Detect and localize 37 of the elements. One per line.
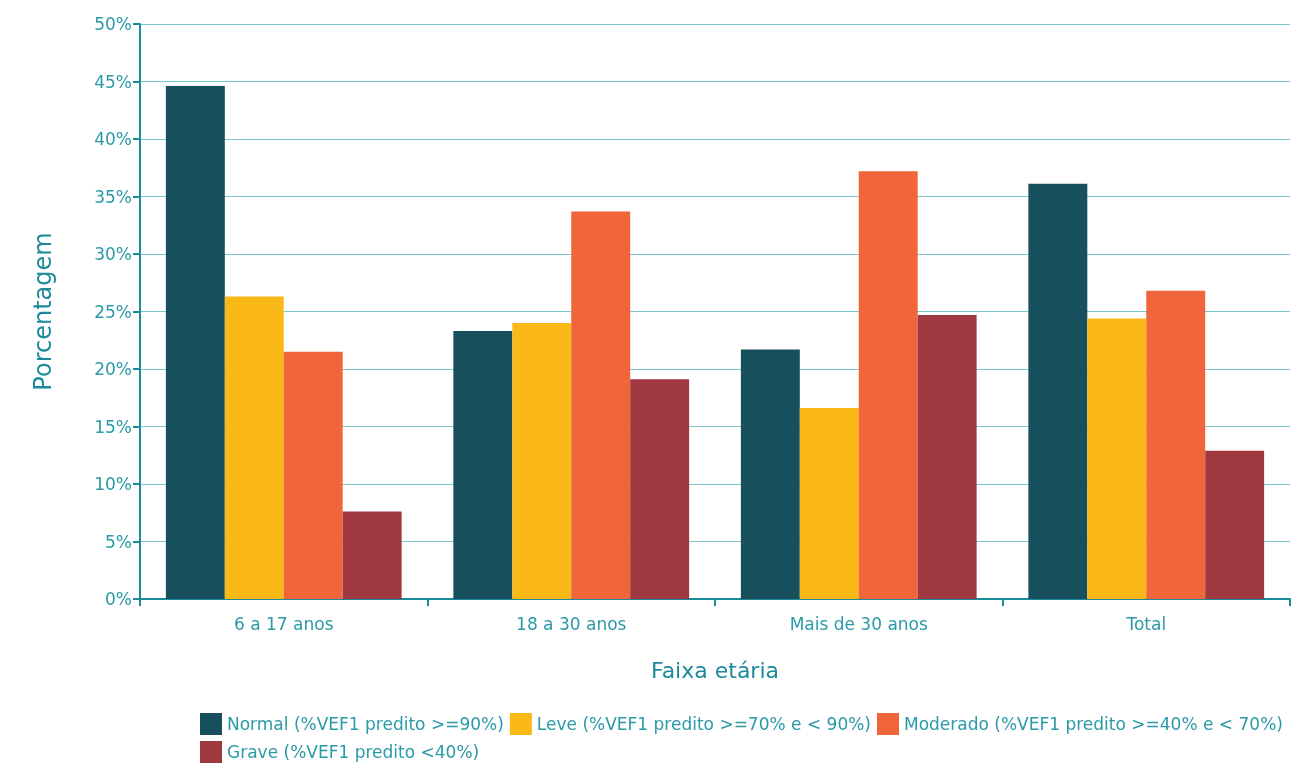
bar [512,323,572,599]
x-tick-label: Mais de 30 anos [789,613,928,634]
x-tick-label: 18 a 30 anos [516,613,627,634]
bar [1205,450,1265,599]
legend-label: Grave (%VEF1 predito <40%) [227,742,480,762]
bar [1146,290,1206,599]
bar [740,349,800,599]
y-tick-label: 20% [94,359,132,379]
bar [630,379,690,599]
x-tick-label: Total [1125,613,1167,634]
bar [1087,318,1147,599]
x-axis-title: Faixa etária [650,657,780,683]
y-tick-label: 5% [105,531,132,552]
y-tick-label: 10% [94,474,132,494]
bar [917,314,977,599]
bar [1028,183,1088,599]
y-tick-label: 45% [94,71,132,92]
legend-label: Normal (%VEF1 predito >=90%) [227,714,504,734]
y-tick-label: 25% [94,301,132,322]
y-axis-title: Porcentagem [29,232,57,391]
y-tick-label: 0% [105,589,132,609]
bar [453,331,513,599]
legend-label: Moderado (%VEF1 predito >=40% e < 70%) [903,714,1283,734]
y-tick-label: 50% [94,14,132,34]
bar [858,171,918,599]
y-tick-label: 15% [94,416,132,437]
legend-label: Leve (%VEF1 predito >=70% e < 90%) [536,714,871,734]
bar [165,86,225,599]
bar [571,211,631,599]
y-tick-label: 30% [94,244,132,264]
bar [342,511,402,599]
y-tick-label: 35% [94,186,132,207]
bar [799,408,859,599]
bar [224,296,284,599]
x-tick-label: 6 a 17 anos [233,613,334,634]
y-tick-label: 40% [94,129,132,149]
bar [283,351,343,599]
